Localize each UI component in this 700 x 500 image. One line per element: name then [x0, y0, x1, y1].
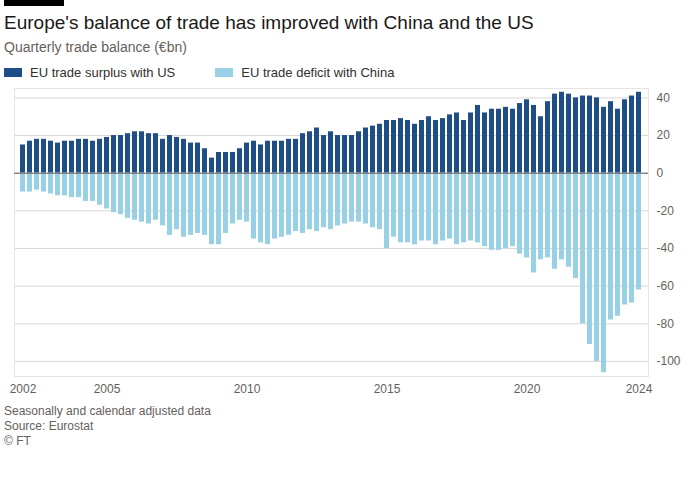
svg-text:20: 20: [657, 128, 671, 142]
svg-text:-40: -40: [657, 241, 675, 255]
svg-text:-80: -80: [657, 317, 675, 331]
svg-text:40: 40: [657, 91, 671, 105]
svg-text:2002: 2002: [10, 382, 37, 396]
html-text:© FT: © FT: [4, 434, 31, 448]
svg-text:2020: 2020: [514, 382, 541, 396]
html-text:EU trade deficit with China: EU trade deficit with China: [241, 65, 395, 80]
svg-text:2005: 2005: [94, 382, 121, 396]
svg-text:-20: -20: [657, 204, 675, 218]
html-text:Source: Eurostat: Source: Eurostat: [4, 419, 94, 433]
svg-text:2010: 2010: [234, 382, 261, 396]
svg-text:0: 0: [657, 166, 664, 180]
html-text:Europe's balance of trade has: Europe's balance of trade has improved w…: [4, 12, 534, 33]
svg-text:-60: -60: [657, 279, 675, 293]
html-text:Seasonally and calendar adjust: Seasonally and calendar adjusted data: [4, 404, 211, 418]
svg-text:2015: 2015: [374, 382, 401, 396]
svg-text:2024: 2024: [626, 382, 653, 396]
svg-text:-100: -100: [657, 354, 681, 368]
html-text:EU trade surplus with US: EU trade surplus with US: [30, 65, 176, 80]
html-text:Quarterly trade balance (€bn): Quarterly trade balance (€bn): [4, 39, 187, 55]
